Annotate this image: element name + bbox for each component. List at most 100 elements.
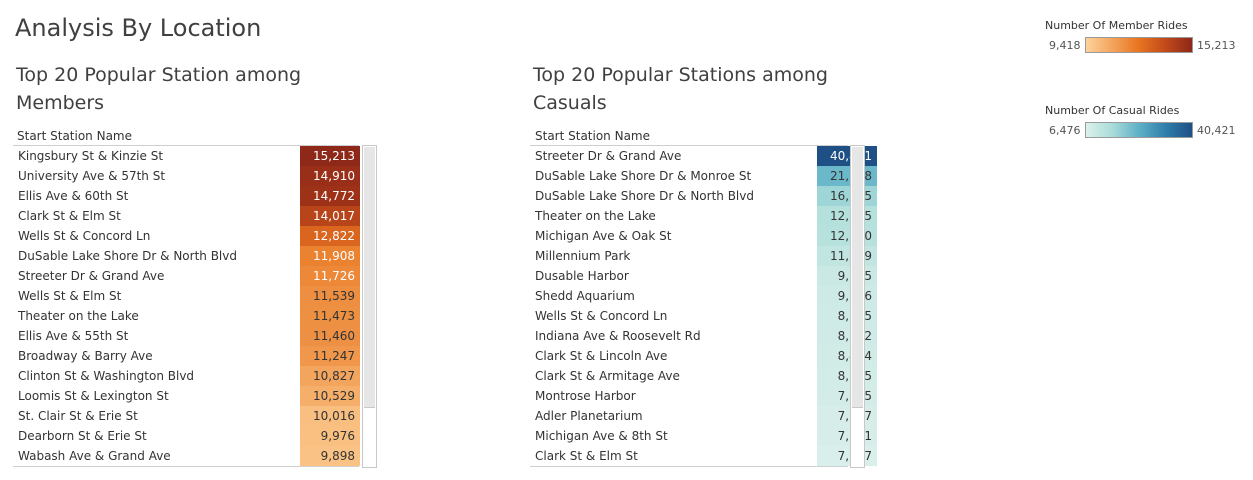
- members-color-legend: [1085, 37, 1193, 53]
- table-row[interactable]: Theater on the Lake 11,473: [15, 306, 361, 326]
- ride-count-cell[interactable]: 15,213: [300, 146, 360, 166]
- ride-count-label: 15,213: [313, 149, 355, 163]
- table-row[interactable]: Kingsbury St & Kinzie St 15,213: [15, 146, 361, 166]
- ride-count-cell[interactable]: 11,460: [300, 326, 360, 346]
- ride-count-cell[interactable]: 40,421: [817, 146, 877, 166]
- ride-count-label: 11,726: [313, 269, 355, 283]
- ride-count-cell[interactable]: 11,247: [300, 346, 360, 366]
- table-row[interactable]: Michigan Ave & Oak St 12,740: [532, 226, 878, 246]
- station-name: Shedd Aquarium: [535, 289, 635, 303]
- station-name: Theater on the Lake: [18, 309, 139, 323]
- ride-count-cell[interactable]: 14,910: [300, 166, 360, 186]
- ride-count-cell[interactable]: 12,740: [817, 226, 877, 246]
- ride-count-cell[interactable]: 10,016: [300, 406, 360, 426]
- table-row[interactable]: Streeter Dr & Grand Ave 40,421: [532, 146, 878, 166]
- station-name: Montrose Harbor: [535, 389, 636, 403]
- ride-count-label: 10,827: [313, 369, 355, 383]
- table-row[interactable]: DuSable Lake Shore Dr & North Blvd 16,235: [532, 186, 878, 206]
- table-row[interactable]: Broadway & Barry Ave 11,247: [15, 346, 361, 366]
- station-name: Theater on the Lake: [535, 209, 656, 223]
- ride-count-label: 9,976: [320, 429, 355, 443]
- ride-count-cell[interactable]: 9,898: [300, 446, 360, 466]
- ride-count-cell[interactable]: 9,976: [300, 426, 360, 446]
- members-scrollbar-thumb[interactable]: [364, 147, 375, 408]
- table-row[interactable]: Shedd Aquarium 9,086: [532, 286, 878, 306]
- ride-count-cell[interactable]: 14,017: [300, 206, 360, 226]
- casuals-footer-divider: [530, 466, 848, 467]
- station-name: Adler Planetarium: [535, 409, 643, 423]
- casuals-panel-title: Top 20 Popular Stations among Casuals: [533, 64, 828, 114]
- ride-count-label: 11,473: [313, 309, 355, 323]
- ride-count-label: 11,460: [313, 329, 355, 343]
- ride-count-cell[interactable]: 11,473: [300, 306, 360, 326]
- table-row[interactable]: Ellis Ave & 60th St 14,772: [15, 186, 361, 206]
- table-row[interactable]: Ellis Ave & 55th St 11,460: [15, 326, 361, 346]
- table-row[interactable]: Millennium Park 11,099: [532, 246, 878, 266]
- members-scrollbar[interactable]: [362, 145, 377, 468]
- table-row[interactable]: Dusable Harbor 9,505: [532, 266, 878, 286]
- ride-count-cell[interactable]: 11,539: [300, 286, 360, 306]
- table-row[interactable]: Michigan Ave & 8th St 7,551: [532, 426, 878, 446]
- ride-count-label: 14,910: [313, 169, 355, 183]
- ride-count-cell[interactable]: 10,827: [300, 366, 360, 386]
- table-row[interactable]: Clark St & Elm St 7,087: [532, 446, 878, 466]
- ride-count-label: 14,017: [313, 209, 355, 223]
- table-row[interactable]: Theater on the Lake 12,985: [532, 206, 878, 226]
- members-header-divider: [13, 145, 359, 146]
- casuals-scrollbar-thumb[interactable]: [852, 147, 863, 408]
- ride-count-cell[interactable]: 7,087: [817, 446, 877, 466]
- ride-count-cell[interactable]: 11,099: [817, 246, 877, 266]
- station-name: Ellis Ave & 55th St: [18, 329, 129, 343]
- table-row[interactable]: Clark St & Elm St 14,017: [15, 206, 361, 226]
- ride-count-cell[interactable]: 11,726: [300, 266, 360, 286]
- table-row[interactable]: Adler Planetarium 7,687: [532, 406, 878, 426]
- ride-count-cell[interactable]: 10,529: [300, 386, 360, 406]
- table-row[interactable]: Wells St & Concord Ln 8,715: [532, 306, 878, 326]
- casuals-table: Streeter Dr & Grand Ave40,421DuSable Lak…: [532, 146, 878, 466]
- station-name: Clinton St & Washington Blvd: [18, 369, 195, 383]
- table-row[interactable]: DuSable Lake Shore Dr & North Blvd 11,908: [15, 246, 361, 266]
- table-row[interactable]: Streeter Dr & Grand Ave 11,726: [15, 266, 361, 286]
- ride-count-cell[interactable]: 7,687: [817, 406, 877, 426]
- table-row[interactable]: University Ave & 57th St 14,910: [15, 166, 361, 186]
- ride-count-cell[interactable]: 9,086: [817, 286, 877, 306]
- ride-count-cell[interactable]: 8,715: [817, 306, 877, 326]
- casuals-column-header[interactable]: Start Station Name: [535, 129, 651, 143]
- table-row[interactable]: St. Clair St & Erie St 10,016: [15, 406, 361, 426]
- ride-count-cell[interactable]: 21,998: [817, 166, 877, 186]
- table-row[interactable]: DuSable Lake Shore Dr & Monroe St 21,998: [532, 166, 878, 186]
- members-legend-min: 9,418: [1049, 39, 1081, 52]
- ride-count-cell[interactable]: 11,908: [300, 246, 360, 266]
- ride-count-cell[interactable]: 14,772: [300, 186, 360, 206]
- members-panel-title: Top 20 Popular Station among Members: [16, 64, 302, 114]
- ride-count-cell[interactable]: 9,505: [817, 266, 877, 286]
- table-row[interactable]: Wabash Ave & Grand Ave 9,898: [15, 446, 361, 466]
- table-row[interactable]: Clark St & Lincoln Ave 8,404: [532, 346, 878, 366]
- table-row[interactable]: Clark St & Armitage Ave 8,235: [532, 366, 878, 386]
- station-name: DuSable Lake Shore Dr & North Blvd: [18, 249, 237, 263]
- station-name: University Ave & 57th St: [18, 169, 166, 183]
- members-legend-title: Number Of Member Rides: [1045, 19, 1188, 32]
- ride-count-cell[interactable]: 8,404: [817, 346, 877, 366]
- table-row[interactable]: Montrose Harbor 7,975: [532, 386, 878, 406]
- members-column-header[interactable]: Start Station Name: [17, 129, 133, 143]
- table-row[interactable]: Loomis St & Lexington St 10,529: [15, 386, 361, 406]
- ride-count-cell[interactable]: 8,632: [817, 326, 877, 346]
- table-row[interactable]: Clinton St & Washington Blvd 10,827: [15, 366, 361, 386]
- ride-count-cell[interactable]: 7,975: [817, 386, 877, 406]
- ride-count-cell[interactable]: 12,985: [817, 206, 877, 226]
- ride-count-cell[interactable]: 16,235: [817, 186, 877, 206]
- ride-count-cell[interactable]: 7,551: [817, 426, 877, 446]
- dashboard-title: Analysis By Location: [15, 14, 262, 42]
- table-row[interactable]: Indiana Ave & Roosevelt Rd 8,632: [532, 326, 878, 346]
- casuals-scrollbar[interactable]: [850, 145, 865, 468]
- station-name: Loomis St & Lexington St: [18, 389, 169, 403]
- table-row[interactable]: Dearborn St & Erie St 9,976: [15, 426, 361, 446]
- table-row[interactable]: Wells St & Concord Ln 12,822: [15, 226, 361, 246]
- ride-count-cell[interactable]: 12,822: [300, 226, 360, 246]
- casuals-legend-min: 6,476: [1049, 124, 1081, 137]
- members-table: Kingsbury St & Kinzie St 15,213 University…: [15, 146, 361, 466]
- ride-count-cell[interactable]: 8,235: [817, 366, 877, 386]
- table-row[interactable]: Wells St & Elm St 11,539: [15, 286, 361, 306]
- ride-count-label: 10,016: [313, 409, 355, 423]
